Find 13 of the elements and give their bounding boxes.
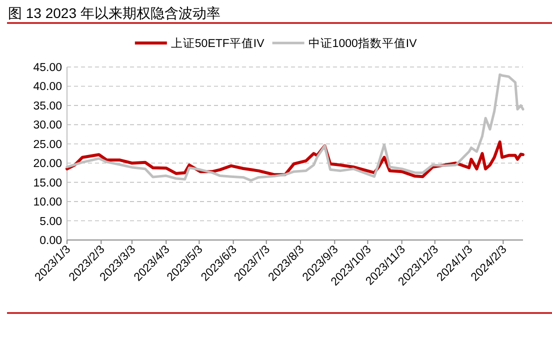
chart-title: 图 13 2023 年以来期权隐含波动率 [8,5,220,21]
y-tick-label: 35.00 [33,100,62,112]
y-tick-label: 20.00 [33,158,62,170]
y-tick-label: 45.00 [33,62,62,74]
y-tick-label: 30.00 [33,120,62,132]
y-tick-label: 0.00 [40,235,62,247]
y-tick-label: 40.00 [33,81,62,94]
legend-label: 中证1000指数平值IV [308,37,418,50]
y-tick-label: 15.00 [33,177,62,190]
y-tick-label: 10.00 [33,196,62,209]
y-tick-label: 5.00 [40,216,62,228]
legend-label: 上证50ETF平值IV [170,37,265,50]
y-tick-label: 25.00 [33,138,62,151]
